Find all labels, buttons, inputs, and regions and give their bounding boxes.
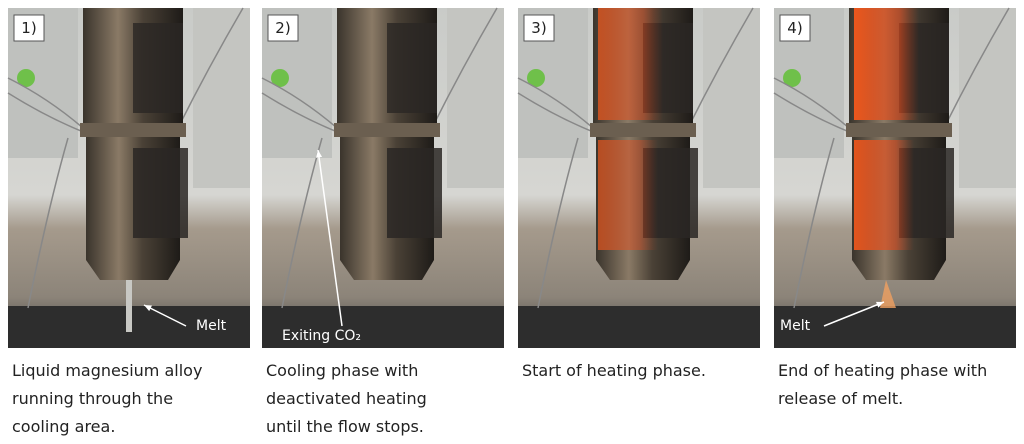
caption-line: Start of heating phase.: [522, 361, 706, 380]
cable: [517, 7, 754, 309]
label-box: [779, 14, 811, 42]
heater-bracket: [387, 23, 437, 113]
tray: [262, 306, 504, 348]
annotation-arrow: [823, 301, 885, 327]
green-dot: [783, 69, 801, 87]
cylinder-band: [846, 123, 952, 137]
green-dot: [17, 69, 35, 87]
arrow-head: [144, 305, 152, 312]
heater-glow: [854, 140, 914, 250]
caption-line: release of melt.: [778, 389, 903, 408]
melt-stream: [126, 280, 132, 332]
cylinder-band: [334, 123, 440, 137]
arrow-head: [315, 150, 323, 158]
cable: [261, 7, 498, 309]
photo-panel: 2) Exiting CO₂: [261, 7, 504, 348]
annotation: Exiting CO₂: [282, 328, 361, 344]
caption-line: until the flow stops.: [266, 417, 424, 436]
heater-bracket: [387, 148, 442, 238]
photo-panel: 4) Melt: [773, 7, 1016, 348]
wall-panel: [447, 8, 504, 188]
cylinder-band: [590, 123, 696, 137]
cylinder-band: [80, 123, 186, 137]
cable: [773, 7, 1010, 309]
label-box: [523, 14, 555, 42]
annotation: Melt: [196, 318, 227, 334]
melt-spray: [880, 280, 896, 308]
heater-glow: [598, 8, 663, 120]
wall-panel: [193, 8, 250, 188]
caption-line: cooling area.: [12, 417, 115, 436]
heater-glow: [598, 140, 658, 250]
wall-panel: [959, 8, 1016, 188]
photo-panel: 1) Melt: [7, 7, 250, 348]
annotation-arrow: [317, 149, 343, 327]
heater-glow: [854, 8, 919, 120]
panel-label: 3): [531, 19, 546, 37]
green-dot: [271, 69, 289, 87]
tray: [518, 306, 760, 348]
caption-line: Cooling phase with: [266, 361, 418, 380]
tray: [774, 306, 1016, 348]
caption-line: deactivated heating: [266, 389, 427, 408]
panel-label: 4): [787, 19, 802, 37]
label-box: [267, 14, 299, 42]
wall-panel: [703, 8, 760, 188]
label-box: [13, 14, 45, 42]
caption-line: Liquid magnesium alloy: [12, 361, 202, 380]
panel-label: 1): [21, 19, 36, 37]
annotation: Melt: [780, 318, 811, 334]
heater-bracket: [133, 148, 188, 238]
annotation-arrow: [143, 304, 187, 327]
caption-line: running through the: [12, 389, 173, 408]
cable: [7, 7, 244, 309]
panel-label: 2): [275, 19, 290, 37]
caption-line: End of heating phase with: [778, 361, 987, 380]
green-dot: [527, 69, 545, 87]
arrow-head: [876, 301, 884, 308]
photo-panel: 3): [517, 7, 760, 348]
heater-bracket: [133, 23, 183, 113]
